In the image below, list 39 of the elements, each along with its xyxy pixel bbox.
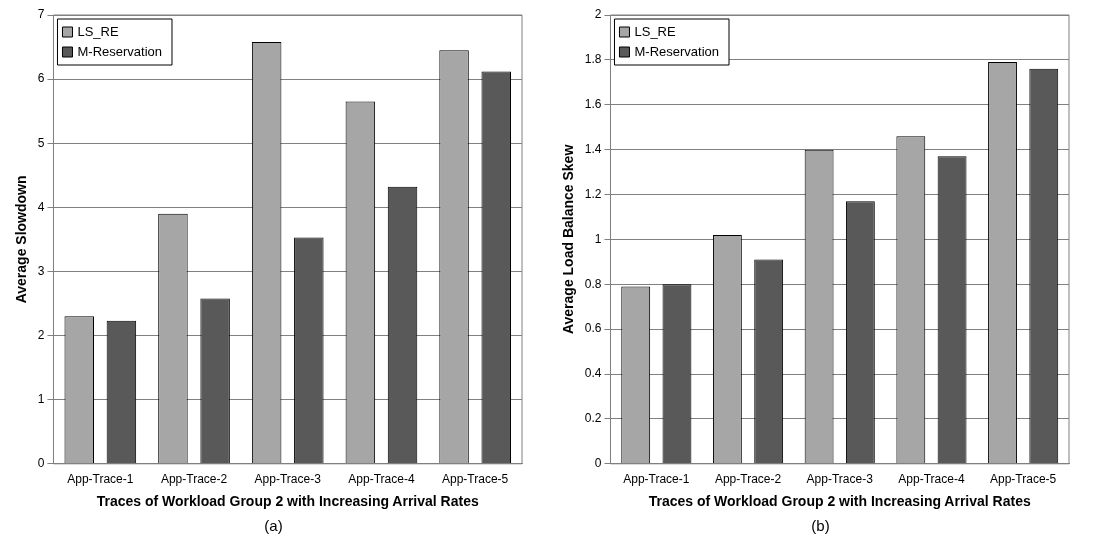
x-tick-label: App-Trace-2 [160, 472, 228, 487]
x-axis-title: Traces of Workload Group 2 with Increasing Arrival Rates [648, 493, 1031, 510]
legend-label: LS_RE [77, 23, 119, 39]
x-tick-label: App-Trace-5 [990, 472, 1057, 487]
y-tick-label: 0 [37, 456, 45, 471]
y-axis-title: Average Slowdown [13, 175, 30, 304]
text: (a) [263, 517, 284, 534]
y-tick-label: 5 [37, 135, 45, 150]
x-axis-title: Traces of Workload Group 2 with Increasing Arrival Rates [96, 493, 479, 510]
x-tick-label: App-Trace-4 [898, 472, 965, 487]
y-axis-title: Average Load Balance Skew [560, 144, 577, 335]
y-tick-label: 1.6 [584, 97, 602, 112]
legend-label: M-Reservation [77, 43, 163, 59]
y-tick-label: 3 [37, 263, 45, 278]
x-tick-label: App-Trace-1 [623, 472, 690, 487]
legend-label: M-Reservation [634, 43, 720, 59]
y-tick-label: 0 [594, 456, 602, 471]
x-tick-label: App-Trace-4 [348, 472, 415, 487]
y-tick-label: 1 [37, 392, 45, 406]
legend-label: LS_RE [634, 23, 676, 39]
y-tick-label: 1.2 [584, 186, 602, 201]
y-tick-label: 0.2 [584, 411, 602, 426]
x-tick-label: App-Trace-5 [442, 472, 509, 487]
y-tick-label: 0.4 [584, 366, 602, 381]
y-tick-label: 2 [37, 327, 45, 342]
x-tick-label: App-Trace-3 [254, 472, 322, 487]
x-tick-label: App-Trace-1 [67, 472, 134, 487]
y-tick-label: 2 [594, 7, 602, 22]
y-tick-label: 1 [594, 231, 602, 246]
x-tick-label: App-Trace-2 [714, 472, 782, 487]
y-tick-label: 6 [37, 71, 45, 86]
text: (b) [810, 517, 831, 534]
y-tick-label: 1.4 [584, 141, 602, 156]
y-tick-label: 4 [37, 199, 45, 214]
y-tick-label: 0.8 [584, 276, 602, 291]
x-tick-label: App-Trace-3 [806, 472, 874, 487]
y-tick-label: 1.8 [584, 52, 602, 67]
y-tick-label: 7 [37, 7, 45, 22]
y-tick-label: 0.6 [584, 321, 602, 336]
